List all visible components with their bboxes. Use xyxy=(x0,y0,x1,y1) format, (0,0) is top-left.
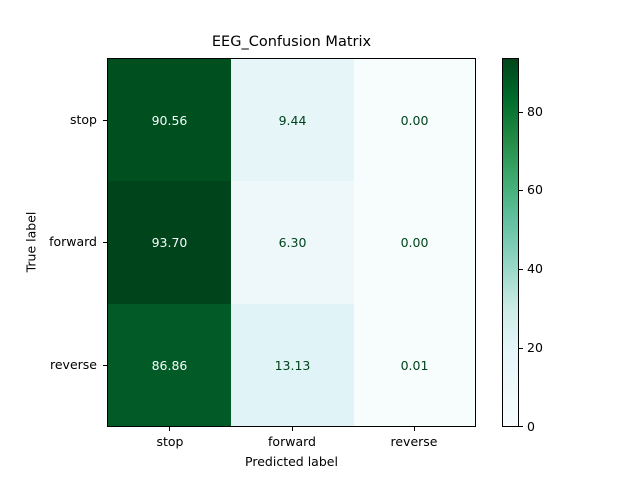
x-tick-label-forward: forward xyxy=(268,434,316,449)
colorbar-tick-80: 80 xyxy=(527,104,543,119)
cell-value: 0.00 xyxy=(400,112,429,128)
x-tick-mark xyxy=(414,427,415,431)
cell-value: 6.30 xyxy=(278,235,307,250)
y-tick-mark xyxy=(103,365,107,366)
colorbar-tick-mark xyxy=(519,190,523,191)
cell-value: 9.44 xyxy=(278,112,307,128)
cell-value: 13.13 xyxy=(274,357,311,373)
x-tick-mark xyxy=(292,427,293,431)
matrix-cell-reverse-forward: 13.13 xyxy=(231,304,354,426)
colorbar-tick-60: 60 xyxy=(527,182,543,197)
y-tick-label-stop: stop xyxy=(70,112,97,127)
colorbar-tick-mark xyxy=(519,348,523,349)
confusion-matrix-axes: 90.56 9.44 0.00 93.70 6.30 0.00 86.86 13… xyxy=(107,58,476,427)
colorbar-tick-20: 20 xyxy=(527,340,543,355)
x-axis-label: Predicted label xyxy=(245,454,338,469)
y-tick-mark xyxy=(103,120,107,121)
x-tick-label-stop: stop xyxy=(156,434,184,449)
y-tick-label-forward: forward xyxy=(49,234,97,249)
matrix-cell-forward-reverse: 0.00 xyxy=(354,181,475,304)
cell-value: 0.01 xyxy=(400,357,429,373)
colorbar-tick-mark xyxy=(519,269,523,270)
cell-value: 90.56 xyxy=(151,112,188,128)
matrix-cell-forward-forward: 6.30 xyxy=(231,181,354,304)
chart-title: EEG_Confusion Matrix xyxy=(211,34,372,50)
cell-value: 93.70 xyxy=(151,235,188,250)
y-axis-label: True label xyxy=(23,211,39,273)
colorbar-tick-0: 0 xyxy=(527,419,535,434)
matrix-cell-stop-reverse: 0.00 xyxy=(354,59,475,181)
matrix-cell-reverse-stop: 86.86 xyxy=(108,304,231,426)
x-tick-mark xyxy=(169,427,170,431)
x-tick-label-reverse: reverse xyxy=(390,434,438,449)
cell-value: 86.86 xyxy=(151,357,188,373)
matrix-cell-stop-stop: 90.56 xyxy=(108,59,231,181)
cell-value: 0.00 xyxy=(400,235,429,250)
colorbar-tick-mark xyxy=(519,112,523,113)
colorbar-tick-40: 40 xyxy=(527,261,543,276)
matrix-cell-reverse-reverse: 0.01 xyxy=(354,304,475,426)
matrix-cell-stop-forward: 9.44 xyxy=(231,59,354,181)
colorbar xyxy=(502,58,519,427)
y-tick-mark xyxy=(103,242,107,243)
matrix-cell-forward-stop: 93.70 xyxy=(108,181,231,304)
colorbar-tick-mark xyxy=(519,426,523,427)
y-tick-label-reverse: reverse xyxy=(50,357,97,372)
